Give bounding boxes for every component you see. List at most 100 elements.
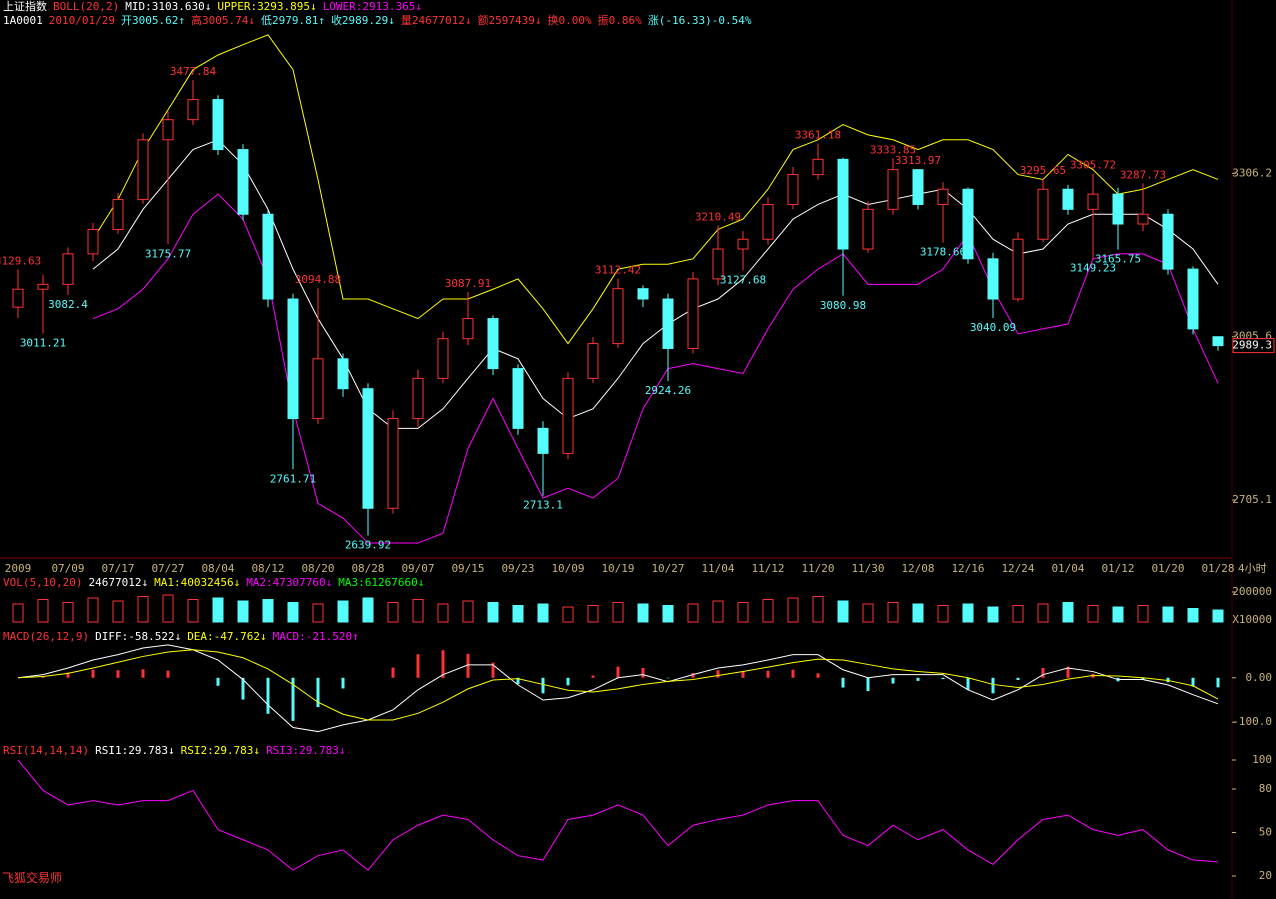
header-item: 开3005.62↑ <box>120 14 185 27</box>
volume-bar <box>187 599 199 623</box>
candle-body <box>12 288 24 308</box>
x-tick-label: 11/30 <box>851 562 884 575</box>
header-item: UPPER:3293.895↓ <box>217 0 317 13</box>
x-tick-label: 11/04 <box>701 562 734 575</box>
candle-body <box>962 188 974 260</box>
price-tag-box <box>1232 338 1275 354</box>
candle-body <box>137 139 149 201</box>
header-item: 上证指数 <box>3 0 47 13</box>
volume-bar <box>912 603 924 623</box>
y-tick-label: 20 <box>1259 869 1272 882</box>
header-item: BOLL(20,2) <box>53 0 120 13</box>
candle-body <box>187 99 199 121</box>
volume-bar <box>387 602 399 623</box>
volume-bar <box>637 603 649 623</box>
header-item: DIFF:-58.522↓ <box>95 630 182 643</box>
x-tick-label: 01/04 <box>1051 562 1084 575</box>
low-label: 3040.09 <box>970 321 1016 334</box>
volume-bar <box>137 596 149 623</box>
candle-body <box>887 169 899 210</box>
volume-bar <box>937 605 949 623</box>
candle-body <box>637 288 649 300</box>
volume-bar <box>1112 606 1124 623</box>
y-tick-label: 80 <box>1259 782 1272 795</box>
candle-body <box>537 427 549 454</box>
candle-body <box>1062 188 1074 210</box>
rsi-line <box>17 759 1219 871</box>
header-item: 1A0001 <box>3 14 43 27</box>
footer: 飞狐交易师 <box>2 871 63 885</box>
high-label: 3295.65 <box>1020 164 1066 177</box>
macd-line: MACD(26,12,9) DIFF:-58.522↓ DEA:-47.762↓ MA… <box>3 630 359 643</box>
volume-bar <box>112 600 124 623</box>
header-item: MID:3103.630↓ <box>125 0 212 13</box>
x-tick-label: 10/09 <box>551 562 584 575</box>
candle-body <box>562 377 574 454</box>
candle-body <box>687 278 699 349</box>
header-item: RSI2:29.783↓ <box>180 744 261 757</box>
candle-body <box>737 238 749 250</box>
candle-body <box>387 418 399 509</box>
volume-bar <box>987 606 999 623</box>
x-tick-label: 09/15 <box>451 562 484 575</box>
header-item: MA1:40032456↓ <box>154 576 241 589</box>
candle-body <box>287 298 299 420</box>
candle-body <box>912 169 924 205</box>
boll-line <box>92 193 1219 544</box>
header-item: RSI3:29.783↓ <box>266 744 346 757</box>
low-label: 3178.66 <box>920 246 966 259</box>
volume-bar <box>62 602 74 623</box>
x-tick-label: 08/28 <box>351 562 384 575</box>
candle-body <box>762 203 774 240</box>
candle-body <box>1137 213 1149 225</box>
high-label: 3094.88 <box>295 273 341 286</box>
candle-body <box>1087 193 1099 210</box>
header-item: 低2979.81↑ <box>260 14 325 27</box>
volume-bar <box>287 602 299 623</box>
header-item: MA3:61267660↓ <box>338 576 425 589</box>
low-label: 2713.1 <box>523 499 563 512</box>
candle-body <box>362 388 374 509</box>
candle-body <box>612 288 624 345</box>
header-item: VOL(5,10,20) <box>3 576 83 589</box>
quote-line: 1A0001 2010/01/29 开3005.62↑ 高3005.74↓ 低2979.… <box>3 14 751 27</box>
y-axis-label: X10000 <box>1232 613 1272 626</box>
high-label: 3333.85 <box>870 143 916 156</box>
volume-bar <box>587 605 599 623</box>
macd-line <box>17 649 1219 721</box>
candle-body <box>412 377 424 420</box>
x-tick-label: 01/20 <box>1151 562 1184 575</box>
high-label: 3477.84 <box>170 65 217 78</box>
candle-body <box>837 158 849 250</box>
header-item: MACD:-21.520↑ <box>272 630 359 643</box>
volume-bar <box>812 596 824 623</box>
low-label: 3080.98 <box>820 299 866 312</box>
header-item: LOWER:2913.365↓ <box>322 0 423 13</box>
volume-bar <box>212 597 224 623</box>
volume-bar <box>712 600 724 623</box>
volume-bar <box>862 603 874 623</box>
candle-body <box>937 188 949 205</box>
title-line: 上证指数 BOLL(20,2) MID:3103.630↓ UPPER:3293.89… <box>3 0 422 13</box>
x-tick-label: 01/28 <box>1201 562 1234 575</box>
header-item: MA2:47307760↓ <box>246 576 333 589</box>
candle-body <box>112 199 124 230</box>
candle-body <box>1187 268 1199 330</box>
candle-body <box>87 228 99 255</box>
volume-bar <box>1137 605 1149 623</box>
candle-body <box>862 208 874 250</box>
candle-body <box>212 99 224 151</box>
rsi-line: RSI(14,14,14) RSI1:29.783↓ RSI2:29.783↓ RSI… <box>3 744 346 757</box>
x-tick-label: 08/12 <box>251 562 284 575</box>
candle-body <box>987 258 999 300</box>
header-item: RSI(14,14,14) <box>3 744 90 757</box>
volume-bar <box>1012 605 1024 623</box>
x-tick-label: 08/20 <box>301 562 334 575</box>
volume-bar <box>412 599 424 623</box>
low-label: 3165.75 <box>1095 253 1141 266</box>
volume-bar <box>362 597 374 623</box>
candle-body <box>462 318 474 340</box>
header-item: 2010/01/29 <box>48 14 115 27</box>
y-tick-label: 50 <box>1259 826 1272 839</box>
volume-bar <box>762 599 774 623</box>
